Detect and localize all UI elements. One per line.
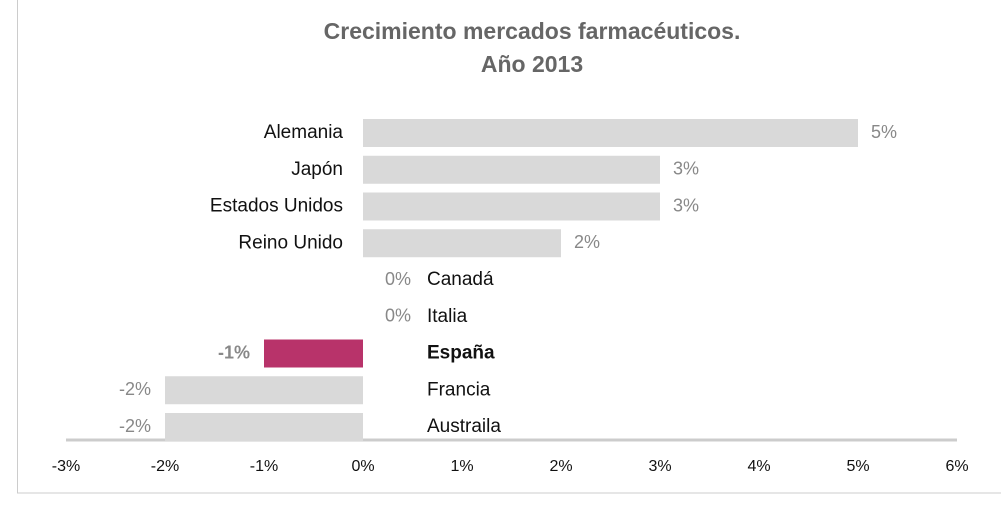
x-tick-label: -2% bbox=[151, 458, 179, 475]
x-tick-label: 1% bbox=[450, 458, 473, 475]
bar bbox=[264, 339, 363, 368]
value-label: 3% bbox=[673, 159, 699, 179]
value-label: -2% bbox=[119, 379, 151, 399]
x-tick-label: 4% bbox=[747, 458, 770, 475]
category-label: España bbox=[427, 343, 495, 364]
category-label: Austraila bbox=[427, 416, 501, 437]
x-tick-label: 2% bbox=[549, 458, 572, 475]
x-tick-label: 6% bbox=[945, 458, 968, 475]
category-label: Alemania bbox=[264, 122, 344, 143]
chart-title: Crecimiento mercados farmacéuticos. bbox=[324, 18, 741, 44]
x-tick-label: 3% bbox=[648, 458, 671, 475]
x-tick-label: -1% bbox=[250, 458, 278, 475]
bar bbox=[165, 376, 363, 405]
bar bbox=[363, 192, 660, 221]
category-label: Canadá bbox=[427, 269, 494, 290]
value-label: 2% bbox=[574, 232, 600, 252]
bar bbox=[363, 155, 660, 184]
category-label: Reino Unido bbox=[238, 232, 343, 253]
frame bbox=[17, 0, 1001, 494]
value-label: 3% bbox=[673, 195, 699, 215]
value-label: 5% bbox=[871, 122, 897, 142]
bar bbox=[363, 119, 858, 147]
category-label: Japón bbox=[291, 159, 343, 180]
bar bbox=[165, 413, 363, 441]
x-tick-label: 0% bbox=[351, 458, 374, 475]
category-label: Francia bbox=[427, 379, 491, 400]
value-label: -2% bbox=[119, 416, 151, 436]
chart-title: Año 2013 bbox=[481, 51, 583, 77]
x-tick-label: 5% bbox=[846, 458, 869, 475]
category-label: Estados Unidos bbox=[210, 196, 343, 217]
category-label: Italia bbox=[427, 306, 468, 327]
value-label: 0% bbox=[385, 269, 411, 289]
value-label: 0% bbox=[385, 306, 411, 326]
value-label: -1% bbox=[218, 342, 250, 362]
bar bbox=[363, 229, 561, 258]
x-tick-label: -3% bbox=[52, 458, 80, 475]
